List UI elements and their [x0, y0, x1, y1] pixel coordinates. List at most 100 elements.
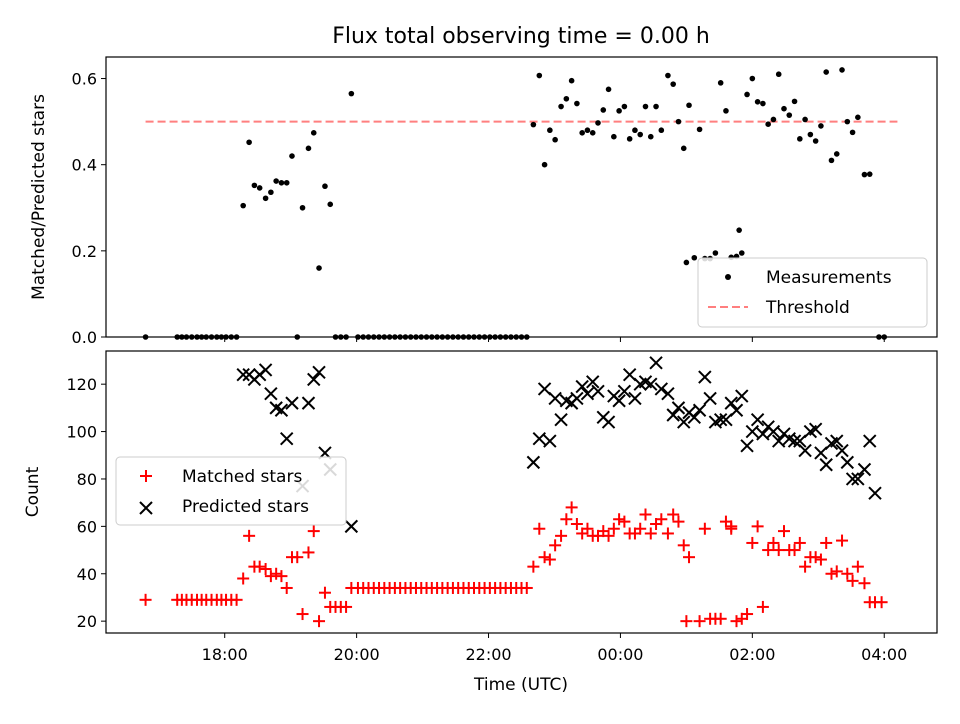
matched-star-point	[698, 522, 711, 535]
predicted-star-point	[617, 384, 632, 398]
predicted-star-point	[845, 472, 860, 486]
top-legend-box	[697, 257, 928, 328]
bottom-x-tick-label: 20:00	[334, 645, 380, 664]
measurement-point	[616, 108, 622, 114]
measurement-point	[818, 123, 824, 129]
bottom-legend: Matched stars Predicted stars	[115, 456, 347, 526]
marker-stroke	[269, 401, 283, 415]
marker-stroke	[344, 519, 359, 534]
marker-stroke	[729, 403, 744, 417]
measurement-point	[289, 153, 295, 159]
matched-star-point	[296, 608, 309, 621]
predicted-star-point	[344, 519, 359, 534]
measurement-point	[278, 179, 285, 186]
marker-stroke	[285, 396, 299, 410]
matched-star-point	[527, 560, 540, 573]
measurement-point	[541, 161, 548, 168]
measurement-point	[696, 126, 703, 133]
matched-star-point	[655, 513, 668, 526]
matched-star-point	[230, 593, 243, 606]
measurement-point	[802, 116, 808, 123]
predicted-star-point	[543, 434, 557, 448]
measurement-point	[670, 81, 676, 87]
top-y-tick-label: 0.6	[72, 70, 97, 89]
bottom-x-tick-label: 04:00	[861, 645, 907, 664]
bottom-y-tick-label: 120	[66, 375, 97, 394]
marker-stroke	[671, 401, 686, 415]
predicted-star-point	[548, 391, 562, 406]
predicted-star-point	[575, 379, 589, 394]
predicted-star-point	[532, 431, 547, 446]
marker-stroke	[724, 396, 738, 410]
marker-stroke	[543, 434, 557, 448]
measurement-point	[316, 265, 322, 271]
measurement-point	[665, 72, 671, 79]
matched-star-point	[291, 551, 304, 564]
marker-stroke	[554, 413, 568, 427]
legend-marker-measurements	[725, 274, 731, 280]
measurement-point	[855, 114, 861, 121]
top-y-tick-label: 0.0	[72, 328, 97, 347]
marker-stroke	[740, 439, 754, 453]
measurement-point	[595, 120, 601, 126]
bottom-data-layer	[139, 356, 888, 628]
predicted-star-point	[312, 365, 326, 380]
measurement-point	[658, 127, 665, 134]
predicted-star-point	[301, 396, 316, 410]
predicted-star-point	[687, 410, 702, 425]
marker-stroke	[312, 365, 326, 380]
marker-stroke	[612, 394, 626, 408]
matched-star-point	[725, 522, 738, 535]
marker-stroke	[766, 424, 781, 439]
bottom-x-tick-label: 02:00	[729, 645, 775, 664]
measurement-point	[807, 131, 814, 138]
marker-stroke	[274, 403, 289, 417]
marker-stroke	[666, 408, 680, 422]
legend-label-measurements: Measurements	[766, 268, 892, 288]
measurement-point	[563, 95, 570, 102]
predicted-star-point	[554, 413, 568, 427]
predicted-star-point	[857, 462, 872, 477]
matched-star-point	[714, 612, 727, 625]
marker-stroke	[654, 382, 669, 396]
matched-star-point	[830, 565, 843, 578]
matched-star-point	[560, 513, 573, 526]
marker-stroke	[586, 375, 600, 389]
matched-star-point	[772, 544, 785, 557]
bottom-x-axis: 18:00 20:00 22:00 00:00 02:00 04:00	[202, 633, 907, 664]
top-y-axis: 0.0 0.2 0.4 0.6	[72, 70, 106, 347]
predicted-star-point	[236, 367, 250, 382]
predicted-star-point	[772, 434, 786, 448]
predicted-star-point	[814, 446, 828, 460]
marker-stroke	[845, 472, 860, 486]
measurement-point	[589, 130, 596, 136]
marker-stroke	[307, 372, 321, 387]
marker-stroke	[687, 410, 702, 425]
matched-star-point	[618, 515, 631, 528]
marker-stroke	[750, 413, 765, 427]
marker-stroke	[772, 434, 786, 448]
marker-stroke	[782, 431, 796, 446]
matched-star-point	[139, 593, 152, 606]
measurement-point	[712, 250, 719, 256]
matched-star-point	[814, 553, 827, 566]
measurement-point	[775, 71, 782, 78]
predicted-star-point	[666, 408, 680, 422]
bottom-x-axis-label: Time (UTC)	[473, 675, 568, 695]
matched-star-point	[555, 529, 568, 542]
marker-stroke	[703, 391, 717, 406]
measurement-point	[791, 98, 798, 105]
matched-star-point	[602, 529, 615, 542]
measurement-point	[823, 69, 829, 75]
measurement-point	[268, 189, 274, 196]
marker-stroke	[787, 434, 802, 448]
predicted-star-point	[307, 372, 321, 387]
measurement-point	[786, 112, 793, 118]
measurement-point	[246, 139, 252, 146]
measurement-point	[754, 99, 761, 105]
matched-star-point	[667, 508, 680, 521]
measurement-point	[797, 136, 803, 142]
measurement-point	[723, 108, 729, 114]
predicted-star-point	[798, 443, 812, 458]
measurement-point	[547, 127, 553, 134]
